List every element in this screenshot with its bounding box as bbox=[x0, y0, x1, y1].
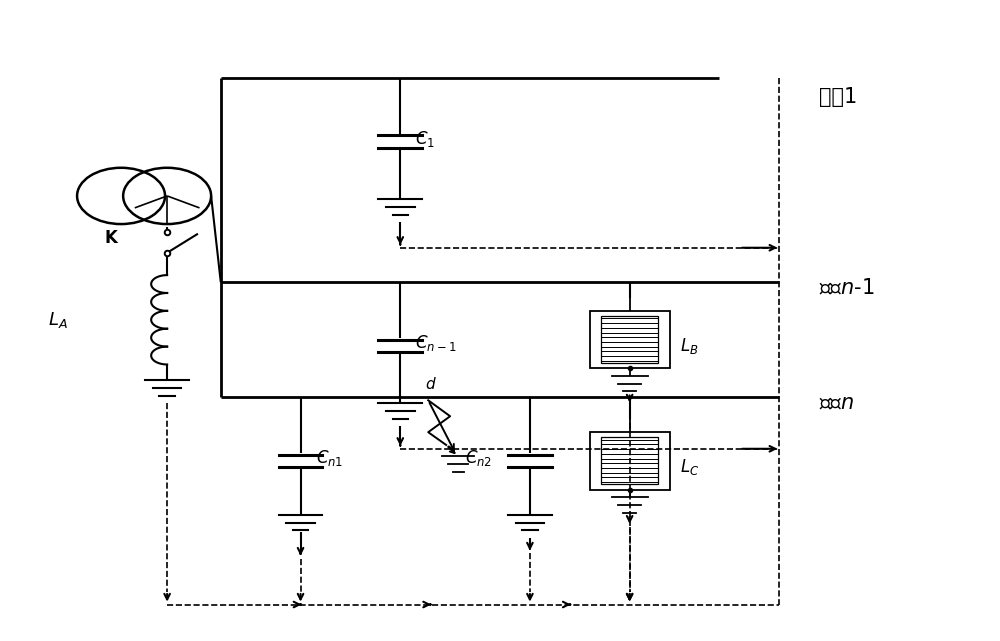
Bar bbox=[590, 311, 670, 369]
Text: $C_{n1}$: $C_{n1}$ bbox=[316, 447, 343, 468]
Text: 线路$n$: 线路$n$ bbox=[819, 394, 854, 413]
Text: $L_C$: $L_C$ bbox=[680, 457, 699, 478]
Text: $C_{n2}$: $C_{n2}$ bbox=[465, 447, 492, 468]
Text: $L_B$: $L_B$ bbox=[680, 336, 698, 356]
Text: $C_{n-1}$: $C_{n-1}$ bbox=[415, 333, 457, 353]
Text: 线路1: 线路1 bbox=[819, 87, 857, 107]
Text: $C_1$: $C_1$ bbox=[415, 129, 435, 149]
Bar bbox=[601, 316, 658, 363]
Text: d: d bbox=[425, 378, 435, 392]
Bar bbox=[601, 437, 658, 485]
Bar bbox=[590, 432, 670, 490]
Text: K: K bbox=[104, 229, 117, 247]
Text: 线路$n$-1: 线路$n$-1 bbox=[819, 279, 875, 299]
Text: $L_A$: $L_A$ bbox=[48, 310, 67, 330]
